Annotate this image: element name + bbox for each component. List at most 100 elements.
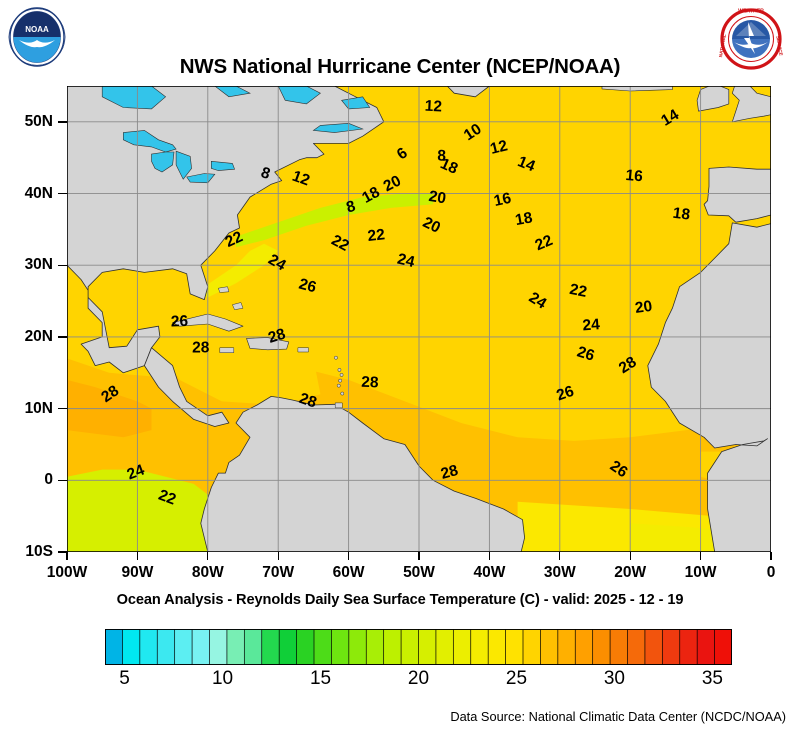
- contour-label: 28: [297, 390, 319, 412]
- contour-label: 12: [290, 168, 312, 190]
- contour-label: 24: [265, 251, 289, 275]
- contour-label: 26: [171, 313, 189, 331]
- contour-label: 28: [192, 340, 210, 357]
- chart-caption: Ocean Analysis - Reynolds Daily Sea Surf…: [116, 592, 684, 608]
- x-tickmark: [348, 552, 350, 560]
- contour-label: 22: [533, 232, 556, 254]
- sst-map-plot: 6 8 8 8 10 12 12 12 14 14 16 16 18 18 18 18 20 20 20 20 22 22…: [67, 86, 771, 552]
- colorbar-swatch: [348, 629, 368, 665]
- contour-label: 14: [515, 153, 538, 175]
- y-axis-label: 20N: [24, 327, 53, 345]
- x-axis-label: 80W: [191, 564, 224, 581]
- contour-label: 18: [359, 184, 383, 207]
- colorbar-swatch: [679, 629, 698, 665]
- y-axis-label: 50N: [24, 112, 53, 130]
- colorbar-swatch: [400, 629, 420, 665]
- y-axis-label: 0: [44, 471, 53, 489]
- y-axis-label: 40N: [24, 184, 53, 202]
- contour-label: 10: [461, 121, 485, 145]
- y-axis-label: 10S: [25, 543, 53, 560]
- colorbar-swatch: [226, 629, 246, 665]
- y-axis-label: 30N: [24, 256, 53, 274]
- data-source-note: Data Source: National Climatic Data Cent…: [450, 709, 786, 724]
- contour-label: 22: [568, 281, 588, 301]
- colorbar-swatch: [296, 629, 315, 665]
- y-tickmark: [58, 121, 67, 123]
- colorbar-swatch: [592, 629, 611, 665]
- x-axis-label: 10W: [684, 564, 717, 581]
- colorbar-swatch: [435, 629, 455, 665]
- contour-label: 26: [575, 343, 597, 364]
- x-axis-label: 60W: [332, 564, 365, 581]
- x-tickmark: [277, 552, 279, 560]
- colorbar-swatch: [487, 629, 507, 665]
- colorbar-swatch: [383, 629, 402, 665]
- contour-label: 22: [223, 228, 246, 251]
- contour-label: 8: [437, 147, 446, 164]
- colorbar-tick-label: 25: [505, 668, 528, 689]
- y-tickmark: [58, 192, 67, 195]
- y-tickmark: [58, 336, 67, 338]
- x-tickmark: [136, 552, 139, 560]
- x-tickmark: [700, 552, 702, 560]
- colorbar-swatch: [331, 629, 350, 665]
- svg-text:SERVICE: SERVICE: [775, 35, 783, 56]
- colorbar: [105, 629, 732, 665]
- colorbar-swatch: [505, 629, 524, 665]
- y-tickmark: [58, 264, 67, 266]
- contour-label: 28: [266, 325, 288, 346]
- contour-label: 24: [582, 316, 601, 334]
- colorbar-tick-label: 35: [701, 668, 723, 689]
- y-tickmark: [58, 551, 67, 553]
- colorbar-swatch: [627, 629, 646, 665]
- colorbar-swatch: [661, 629, 681, 665]
- colorbar-tick-label: 5: [119, 668, 130, 689]
- x-axis-label: 40W: [473, 564, 506, 581]
- colorbar-swatch: [313, 629, 333, 665]
- x-axis-label: 0: [766, 564, 776, 581]
- contour-label: 12: [488, 137, 509, 158]
- x-tickmark: [488, 552, 491, 560]
- colorbar-swatch: [156, 629, 176, 665]
- x-tickmark: [629, 552, 631, 560]
- colorbar-swatch: [209, 629, 228, 665]
- x-tickmark: [559, 552, 561, 560]
- colorbar-swatch: [574, 629, 594, 665]
- contour-label: 22: [367, 226, 386, 245]
- colorbar-swatch: [418, 629, 437, 665]
- contour-label: 26: [607, 458, 631, 482]
- contour-label: 20: [420, 214, 443, 237]
- contour-label: 20: [381, 172, 404, 195]
- colorbar-swatch: [609, 629, 629, 665]
- x-axis-label: 50W: [403, 564, 435, 581]
- contour-label: 18: [672, 205, 692, 224]
- x-tickmark: [66, 552, 68, 560]
- colorbar-swatch: [261, 629, 280, 665]
- land-layer: [67, 86, 771, 552]
- noaa-logo: NOAA: [6, 6, 68, 68]
- contour-label: 24: [125, 461, 148, 483]
- x-tickmark: [770, 552, 772, 560]
- colorbar-tick-label: 15: [309, 668, 332, 689]
- colorbar-swatch: [557, 629, 576, 665]
- x-axis-label: 90W: [121, 564, 154, 581]
- colorbar-swatch: [452, 629, 472, 665]
- colorbar-tick-label: 10: [211, 668, 234, 689]
- y-tickmark: [58, 479, 67, 481]
- x-axis-label: 30W: [543, 564, 576, 581]
- x-axis-label: 100W: [46, 564, 88, 581]
- colorbar-swatch: [243, 629, 263, 665]
- contour-label: 24: [526, 289, 550, 313]
- contour-label: 28: [616, 353, 640, 377]
- contour-label: 28: [98, 382, 122, 406]
- x-tickmark: [418, 552, 420, 560]
- graticule-layer: [67, 86, 771, 552]
- contour-label: 24: [396, 251, 417, 272]
- contour-label: 22: [156, 487, 178, 509]
- contour-label: 12: [424, 98, 442, 116]
- contour-label: 20: [634, 298, 653, 317]
- contour-label: 14: [658, 106, 682, 130]
